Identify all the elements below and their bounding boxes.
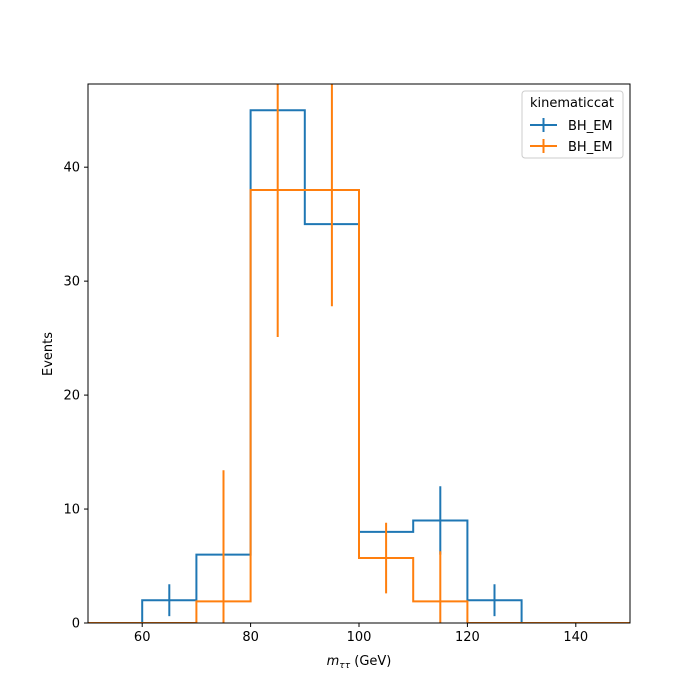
series-2-step-line — [88, 188, 630, 623]
y-tick-label: 20 — [63, 389, 80, 404]
plot-frame — [87, 83, 631, 624]
y-tick-label: 10 — [63, 503, 80, 518]
x-tick-label: 60 — [134, 630, 151, 645]
x-axis-label: mττ (GeV) — [327, 654, 392, 671]
legend-entry: BH_EM — [530, 118, 613, 134]
legend-entry: BH_EM — [530, 139, 613, 155]
x-tick-label: 80 — [242, 630, 259, 645]
y-tick-label: 40 — [63, 161, 80, 176]
legend-label: BH_EM — [568, 140, 613, 155]
y-tick-label: 30 — [63, 275, 80, 290]
series-2 — [88, 84, 630, 623]
y-axis: 0 10 20 30 40 — [63, 161, 88, 632]
series-layer — [88, 84, 630, 623]
x-tick-label: 140 — [563, 630, 588, 645]
x-tick-label: 100 — [347, 630, 372, 645]
x-axis: 60 80 100 120 140 — [134, 623, 588, 645]
legend-title: kinematiccat — [530, 96, 614, 111]
legend-label: BH_EM — [568, 119, 613, 134]
legend: kinematiccat BH_EM BH_EM — [521, 90, 624, 159]
y-axis-label: Events — [41, 332, 56, 376]
legend-box — [521, 90, 624, 159]
x-tick-label: 120 — [455, 630, 480, 645]
y-tick-label: 0 — [72, 617, 80, 632]
